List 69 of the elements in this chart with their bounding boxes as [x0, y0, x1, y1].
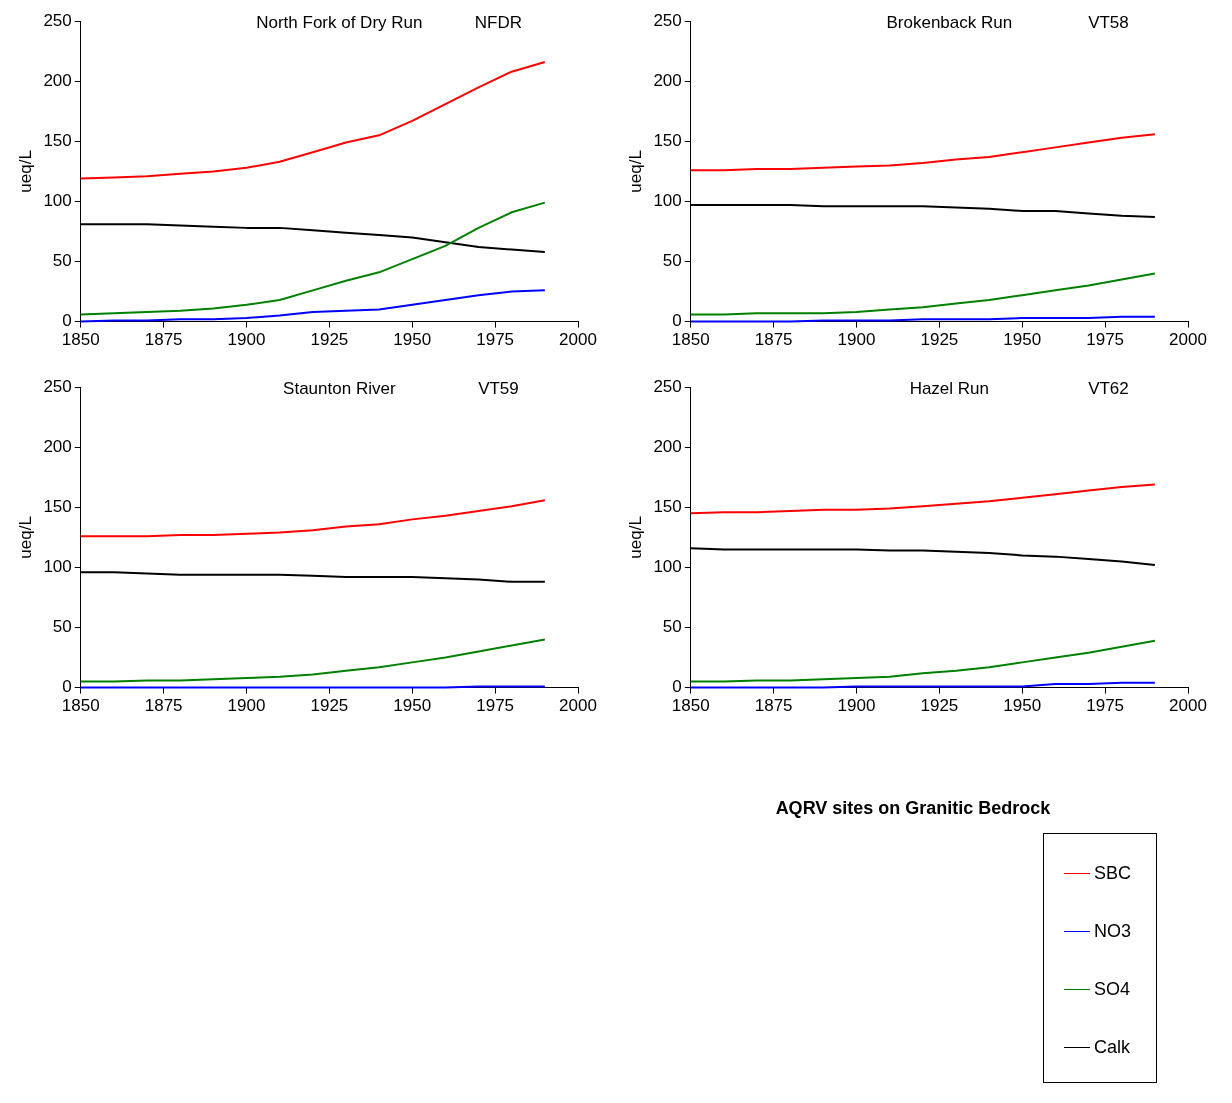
y-tick-label: 0 — [62, 311, 72, 331]
x-tick-label: 1950 — [393, 696, 432, 716]
legend-label: SBC — [1094, 862, 1132, 884]
x-tick-label: 1900 — [227, 696, 266, 716]
y-tick-label: 100 — [653, 191, 682, 211]
y-tick-label: 0 — [672, 677, 682, 697]
y-tick-label: 100 — [653, 557, 682, 577]
x-tick-label: 1850 — [671, 330, 710, 350]
x-tick-label: 2000 — [559, 696, 597, 716]
chart-subtitle: VT59 — [478, 378, 519, 398]
x-tick-label: 2000 — [559, 330, 597, 350]
x-tick-label: 2000 — [1169, 330, 1207, 350]
y-axis-title: ueq/L — [15, 150, 35, 193]
x-tick-label: 1950 — [393, 330, 432, 350]
x-tick-label: 2000 — [1169, 696, 1207, 716]
x-tick-label: 1950 — [1003, 696, 1042, 716]
y-tick-label: 250 — [43, 10, 72, 30]
x-tick-label: 1850 — [61, 330, 100, 350]
y-tick-label: 50 — [52, 617, 72, 637]
x-tick-label: 1950 — [1003, 330, 1042, 350]
x-tick-label: 1875 — [144, 330, 183, 350]
y-axis-title: ueq/L — [625, 516, 645, 559]
chart-title: Hazel Run — [909, 378, 990, 398]
legend-label: Calk — [1094, 1036, 1131, 1058]
y-tick-label: 100 — [43, 557, 72, 577]
y-tick-label: 0 — [62, 677, 72, 697]
y-tick-label: 150 — [653, 131, 682, 151]
x-tick-label: 1925 — [310, 330, 349, 350]
x-tick-label: 1850 — [61, 696, 100, 716]
x-tick-label: 1975 — [1086, 696, 1125, 716]
x-tick-label: 1875 — [754, 696, 793, 716]
x-tick-label: 1925 — [310, 696, 349, 716]
y-tick-label: 100 — [43, 191, 72, 211]
chart-title: Staunton River — [283, 378, 396, 398]
y-tick-label: 150 — [653, 497, 682, 517]
x-tick-label: 1900 — [837, 696, 876, 716]
y-axis-title: ueq/L — [15, 516, 35, 559]
chart-title: North Fork of Dry Run — [256, 12, 423, 32]
x-tick-label: 1850 — [671, 696, 710, 716]
chart-subtitle: VT58 — [1088, 12, 1129, 32]
legend-label: SO4 — [1094, 978, 1131, 1000]
y-tick-label: 250 — [43, 376, 72, 396]
y-tick-label: 200 — [653, 436, 682, 456]
y-tick-label: 200 — [43, 436, 72, 456]
x-tick-label: 1925 — [920, 330, 959, 350]
y-axis-title: ueq/L — [625, 150, 645, 193]
y-tick-label: 150 — [43, 131, 72, 151]
chart-title: Brokenback Run — [886, 12, 1013, 32]
x-tick-label: 1975 — [476, 330, 515, 350]
chart-subtitle: VT62 — [1088, 378, 1129, 398]
y-tick-label: 200 — [653, 70, 682, 90]
x-tick-label: 1875 — [754, 330, 793, 350]
y-tick-label: 150 — [43, 497, 72, 517]
x-tick-label: 1900 — [227, 330, 266, 350]
legend-title: AQRV sites on Granitic Bedrock — [774, 798, 1052, 819]
y-tick-label: 200 — [43, 70, 72, 90]
y-tick-label: 50 — [662, 617, 682, 637]
x-tick-label: 1975 — [1086, 330, 1125, 350]
y-tick-label: 50 — [52, 251, 72, 271]
y-tick-label: 250 — [653, 376, 682, 396]
y-tick-label: 250 — [653, 10, 682, 30]
x-tick-label: 1900 — [837, 330, 876, 350]
x-tick-label: 1875 — [144, 696, 183, 716]
x-tick-label: 1975 — [476, 696, 515, 716]
x-tick-label: 1925 — [920, 696, 959, 716]
legend-label: NO3 — [1094, 920, 1132, 942]
y-tick-label: 0 — [672, 311, 682, 331]
chart-subtitle: NFDR — [474, 12, 523, 32]
y-tick-label: 50 — [662, 251, 682, 271]
